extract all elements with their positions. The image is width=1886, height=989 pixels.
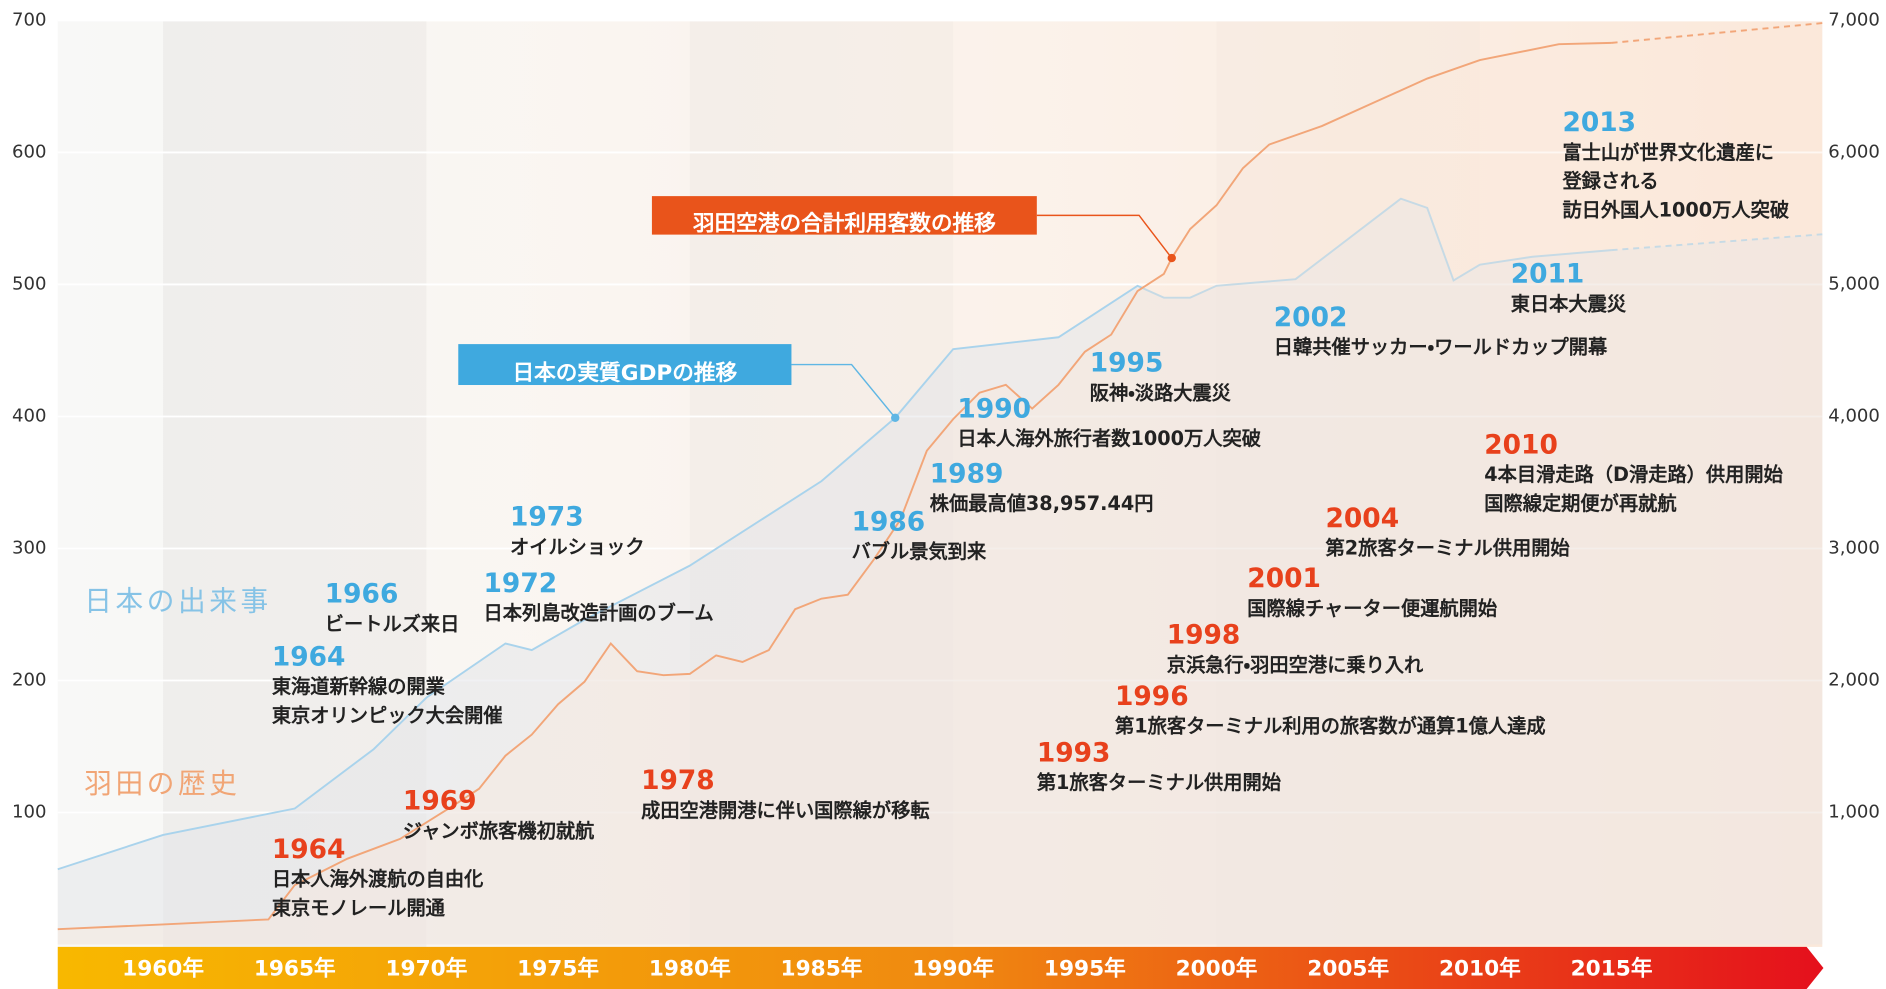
legend-box bbox=[651, 196, 1037, 235]
y2-tick-label: 5,000 bbox=[1828, 273, 1880, 294]
callout-dot bbox=[891, 413, 900, 422]
x-axis-bar bbox=[57, 946, 1824, 989]
event-text: 日本人海外旅行者数1000万人突破 bbox=[957, 427, 1261, 450]
x-tick-label: 2010年 bbox=[1439, 956, 1521, 982]
event-text: ビートルズ来日 bbox=[325, 612, 460, 635]
legend-label: 日本の実質GDPの推移 bbox=[513, 360, 738, 386]
x-tick-label: 1990年 bbox=[912, 956, 994, 982]
event-text: 第1旅客ターミナル供用開始 bbox=[1037, 771, 1282, 794]
y2-tick-label: 1,000 bbox=[1828, 801, 1880, 822]
event-text: 阪神・淡路大震災 bbox=[1090, 381, 1232, 404]
event-text: 京浜急行・羽田空港に乗り入れ bbox=[1167, 653, 1424, 676]
series-line bbox=[57, 41, 1612, 931]
event-year: 1993 bbox=[1037, 738, 1111, 769]
event-year: 1995 bbox=[1090, 348, 1164, 379]
event-year: 2002 bbox=[1274, 302, 1348, 333]
event-year: 2013 bbox=[1562, 107, 1636, 138]
y-tick-label: 200 bbox=[12, 669, 46, 690]
event-year: 2004 bbox=[1325, 503, 1399, 534]
group-title: 羽田の歴史 bbox=[84, 767, 240, 800]
series-line-projection bbox=[1611, 22, 1823, 44]
event-text: 日本列島改造計画のブーム bbox=[484, 602, 714, 625]
x-tick-label: 1975年 bbox=[517, 956, 599, 982]
legend-box bbox=[458, 344, 792, 386]
legend-label: 羽田空港の合計利用客数の推移 bbox=[693, 211, 996, 237]
x-tick-label: 1960年 bbox=[122, 956, 204, 982]
callout-dot bbox=[1167, 253, 1176, 263]
event-text: 第2旅客ターミナル供用開始 bbox=[1325, 537, 1570, 560]
x-tick-label: 2005年 bbox=[1307, 956, 1389, 982]
event-year: 1964 bbox=[272, 641, 346, 672]
event-text: 国際線チャーター便運航開始 bbox=[1247, 597, 1498, 620]
y2-tick-label: 7,000 bbox=[1828, 9, 1880, 30]
event-text: 富士山が世界文化遺産に bbox=[1562, 141, 1774, 164]
event-year: 1972 bbox=[484, 568, 558, 599]
y2-tick-label: 6,000 bbox=[1828, 141, 1880, 162]
event-text: 訪日外国人1000万人突破 bbox=[1562, 199, 1789, 222]
y-tick-label: 500 bbox=[12, 273, 46, 294]
event-year: 2010 bbox=[1484, 430, 1558, 461]
y-tick-label: 600 bbox=[12, 141, 46, 162]
series-line-projection bbox=[1611, 233, 1823, 252]
event-text: 国際線定期便が再就航 bbox=[1484, 492, 1677, 515]
y-tick-label: 700 bbox=[12, 9, 46, 30]
y-tick-label: 100 bbox=[12, 801, 46, 822]
event-text: オイルショック bbox=[510, 535, 645, 558]
event-year: 2001 bbox=[1247, 563, 1321, 594]
event-year: 1986 bbox=[852, 507, 926, 538]
event-year: 1969 bbox=[403, 786, 477, 817]
x-tick-label: 2000年 bbox=[1176, 956, 1258, 982]
event-text: 第1旅客ターミナル利用の旅客数が通算1億人達成 bbox=[1115, 715, 1546, 738]
event-text: 東海道新幹線の開業 bbox=[272, 675, 446, 698]
event-text: 日本人海外渡航の自由化 bbox=[272, 867, 484, 890]
event-year: 1978 bbox=[641, 765, 715, 796]
y2-tick-label: 4,000 bbox=[1828, 405, 1880, 426]
event-year: 1990 bbox=[957, 393, 1031, 424]
group-title: 日本の出来事 bbox=[84, 584, 272, 617]
event-text: 日韓共催サッカー・ワールドカップ開幕 bbox=[1274, 336, 1608, 359]
series-area bbox=[57, 198, 1823, 945]
event-text: 東京モノレール開通 bbox=[272, 896, 446, 919]
x-tick-label: 2015年 bbox=[1571, 956, 1653, 982]
event-year: 1966 bbox=[325, 579, 399, 610]
y-tick-label: 300 bbox=[12, 537, 46, 558]
event-text: 成田空港開港に伴い国際線が移転 bbox=[641, 799, 929, 822]
event-year: 1996 bbox=[1115, 681, 1189, 712]
x-tick-label: 1985年 bbox=[781, 956, 863, 982]
x-tick-label: 1970年 bbox=[386, 956, 468, 982]
event-year: 1973 bbox=[510, 502, 584, 533]
event-text: 4本目滑走路（D滑走路）供用開始 bbox=[1484, 463, 1783, 486]
event-text: 東日本大震災 bbox=[1511, 292, 1627, 315]
event-year: 1964 bbox=[272, 834, 346, 865]
callout-leader bbox=[791, 363, 896, 419]
x-tick-label: 1995年 bbox=[1044, 956, 1126, 982]
x-tick-label: 1965年 bbox=[254, 956, 336, 982]
y2-tick-label: 2,000 bbox=[1828, 669, 1880, 690]
event-text: バブル景気到来 bbox=[852, 540, 987, 563]
series-line bbox=[57, 197, 1612, 871]
event-year: 1998 bbox=[1167, 620, 1241, 651]
event-text: 東京オリンピック大会開催 bbox=[272, 704, 503, 727]
event-text: 登録される bbox=[1561, 170, 1658, 193]
event-text: ジャンボ旅客機初就航 bbox=[403, 819, 595, 842]
y-tick-label: 400 bbox=[12, 405, 46, 426]
series-area bbox=[57, 23, 1823, 945]
x-tick-label: 1980年 bbox=[649, 956, 731, 982]
y2-tick-label: 3,000 bbox=[1828, 537, 1880, 558]
event-year: 2011 bbox=[1511, 259, 1585, 290]
event-year: 1989 bbox=[930, 458, 1004, 489]
event-text: 株価最高値38,957.44円 bbox=[930, 492, 1154, 515]
callout-leader bbox=[1036, 214, 1173, 259]
